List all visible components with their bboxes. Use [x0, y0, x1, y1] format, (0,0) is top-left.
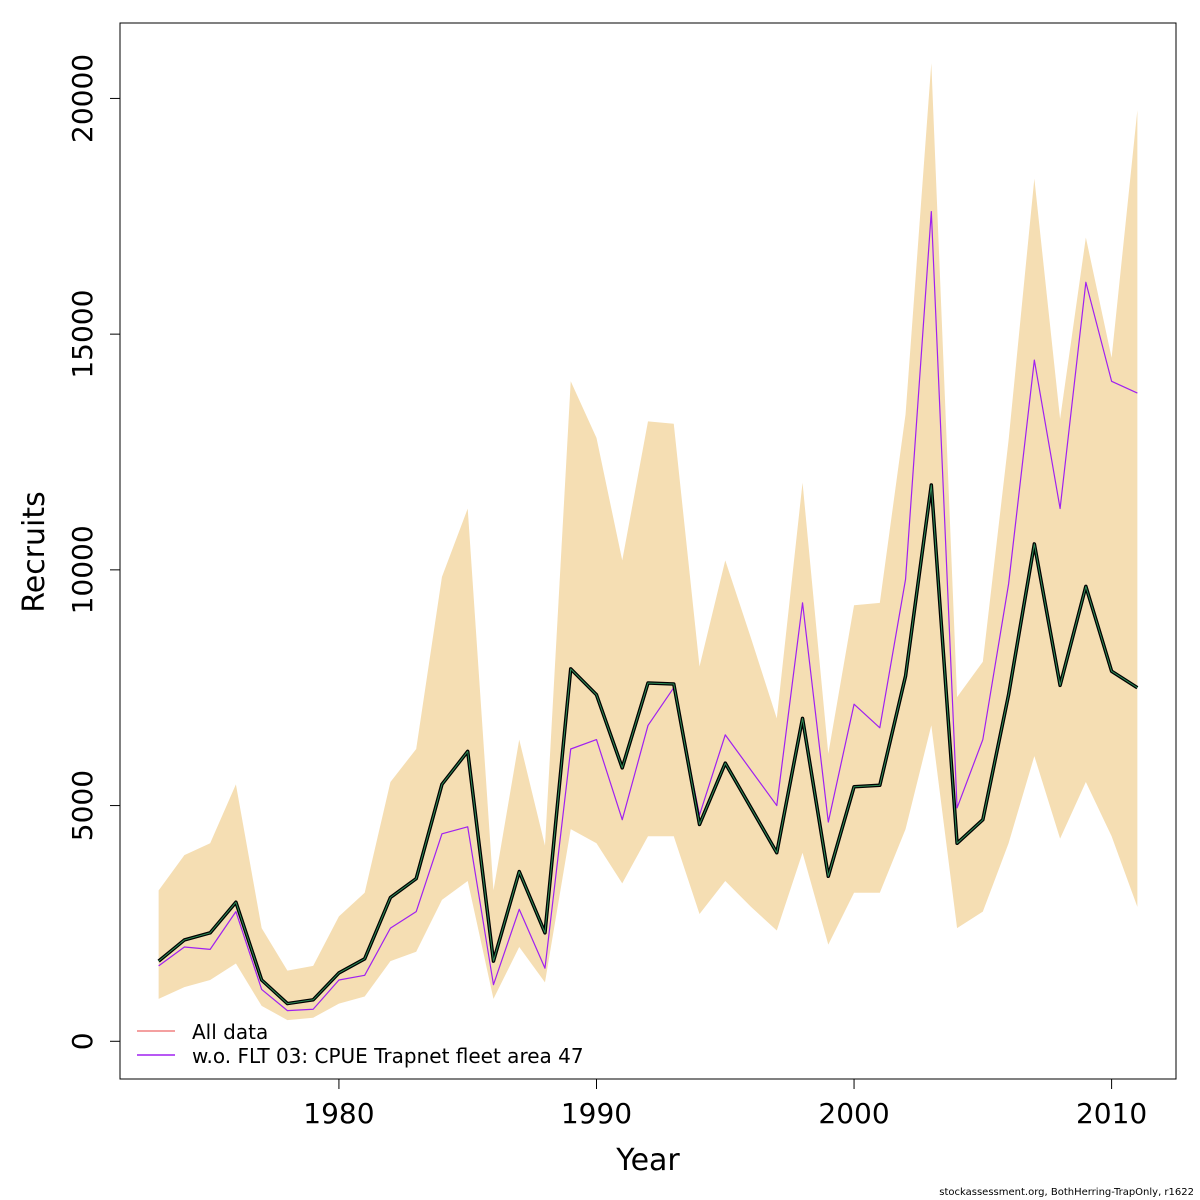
x-tick-label: 2010 — [1076, 1097, 1147, 1130]
y-axis-title: Recruits — [17, 491, 52, 613]
legend-label-wo-flt03: w.o. FLT 03: CPUE Trapnet fleet area 47 — [192, 1044, 584, 1068]
axes-layer: 1980 1990 2000 2010 0 5000 10000 15000 20000 — [66, 54, 1147, 1130]
x-tick-label: 1990 — [561, 1097, 632, 1130]
y-tick-label: 0 — [66, 1032, 99, 1050]
legend: All data w.o. FLT 03: CPUE Trapnet fleet… — [137, 1020, 584, 1068]
legend-label-all-data: All data — [192, 1020, 268, 1044]
y-tick-label: 5000 — [66, 770, 99, 841]
footer-credit: stockassessment.org, BothHerring-TrapOnl… — [939, 1187, 1194, 1198]
x-axis-title: Year — [615, 1143, 680, 1178]
y-tick-label: 15000 — [66, 290, 99, 379]
confidence-band — [158, 63, 1138, 1021]
series-lines-layer — [157, 210, 1139, 1012]
x-tick-label: 1980 — [303, 1097, 374, 1130]
series-line-all-data-inner — [158, 484, 1138, 1005]
y-tick-label: 10000 — [66, 525, 99, 614]
series-line-wo-flt03 — [158, 210, 1138, 1012]
confidence-band-layer — [158, 63, 1138, 1021]
y-tick-label: 20000 — [66, 54, 99, 143]
x-tick-label: 2000 — [818, 1097, 889, 1130]
